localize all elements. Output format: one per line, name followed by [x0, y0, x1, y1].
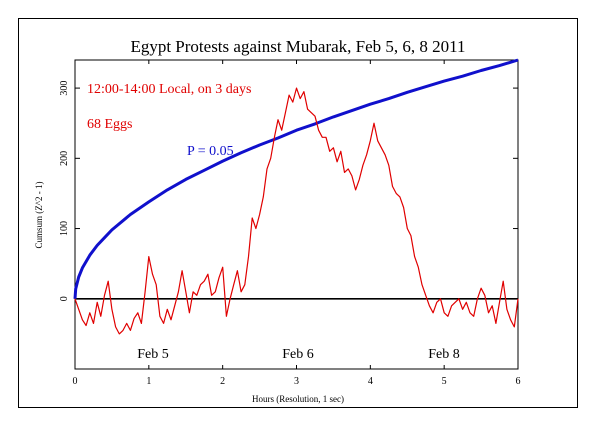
cumsum-series-line: [74, 87, 519, 335]
p-value-label: P = 0.05: [187, 144, 234, 159]
x-axis-label: Hours (Resolution, 1 sec): [252, 394, 344, 404]
x-tick-label: 0: [73, 376, 78, 387]
chart-frame: [18, 18, 578, 408]
chart-title: Egypt Protests against Mubarak, Feb 5, 6…: [130, 37, 465, 56]
y-tick-label: 300: [59, 81, 70, 96]
x-tick-label: 6: [516, 376, 521, 387]
y-axis-label: Cumsum (Z^2 - 1): [34, 182, 44, 249]
x-tick-label: 4: [368, 376, 373, 387]
y-tick-label: 0: [59, 296, 70, 301]
day-label-feb5: Feb 5: [137, 347, 169, 362]
day-label-feb6: Feb 6: [282, 347, 314, 362]
day-label-feb8: Feb 8: [428, 347, 460, 362]
x-tick-label: 1: [146, 376, 151, 387]
y-tick-label: 200: [59, 151, 70, 166]
x-tick-label: 5: [442, 376, 447, 387]
y-tick-label: 100: [59, 221, 70, 236]
p-value-envelope-line: [73, 58, 519, 299]
series-group: [73, 58, 519, 335]
eggs-annotation: 68 Eggs: [87, 117, 133, 132]
x-axis-ticks: 0 1 2 3 4 5 6: [73, 60, 521, 387]
x-tick-label: 2: [220, 376, 225, 387]
period-annotation: 12:00-14:00 Local, on 3 days: [87, 82, 251, 97]
y-axis-ticks: 0 100 200 300: [59, 81, 518, 301]
x-tick-label: 3: [294, 376, 299, 387]
